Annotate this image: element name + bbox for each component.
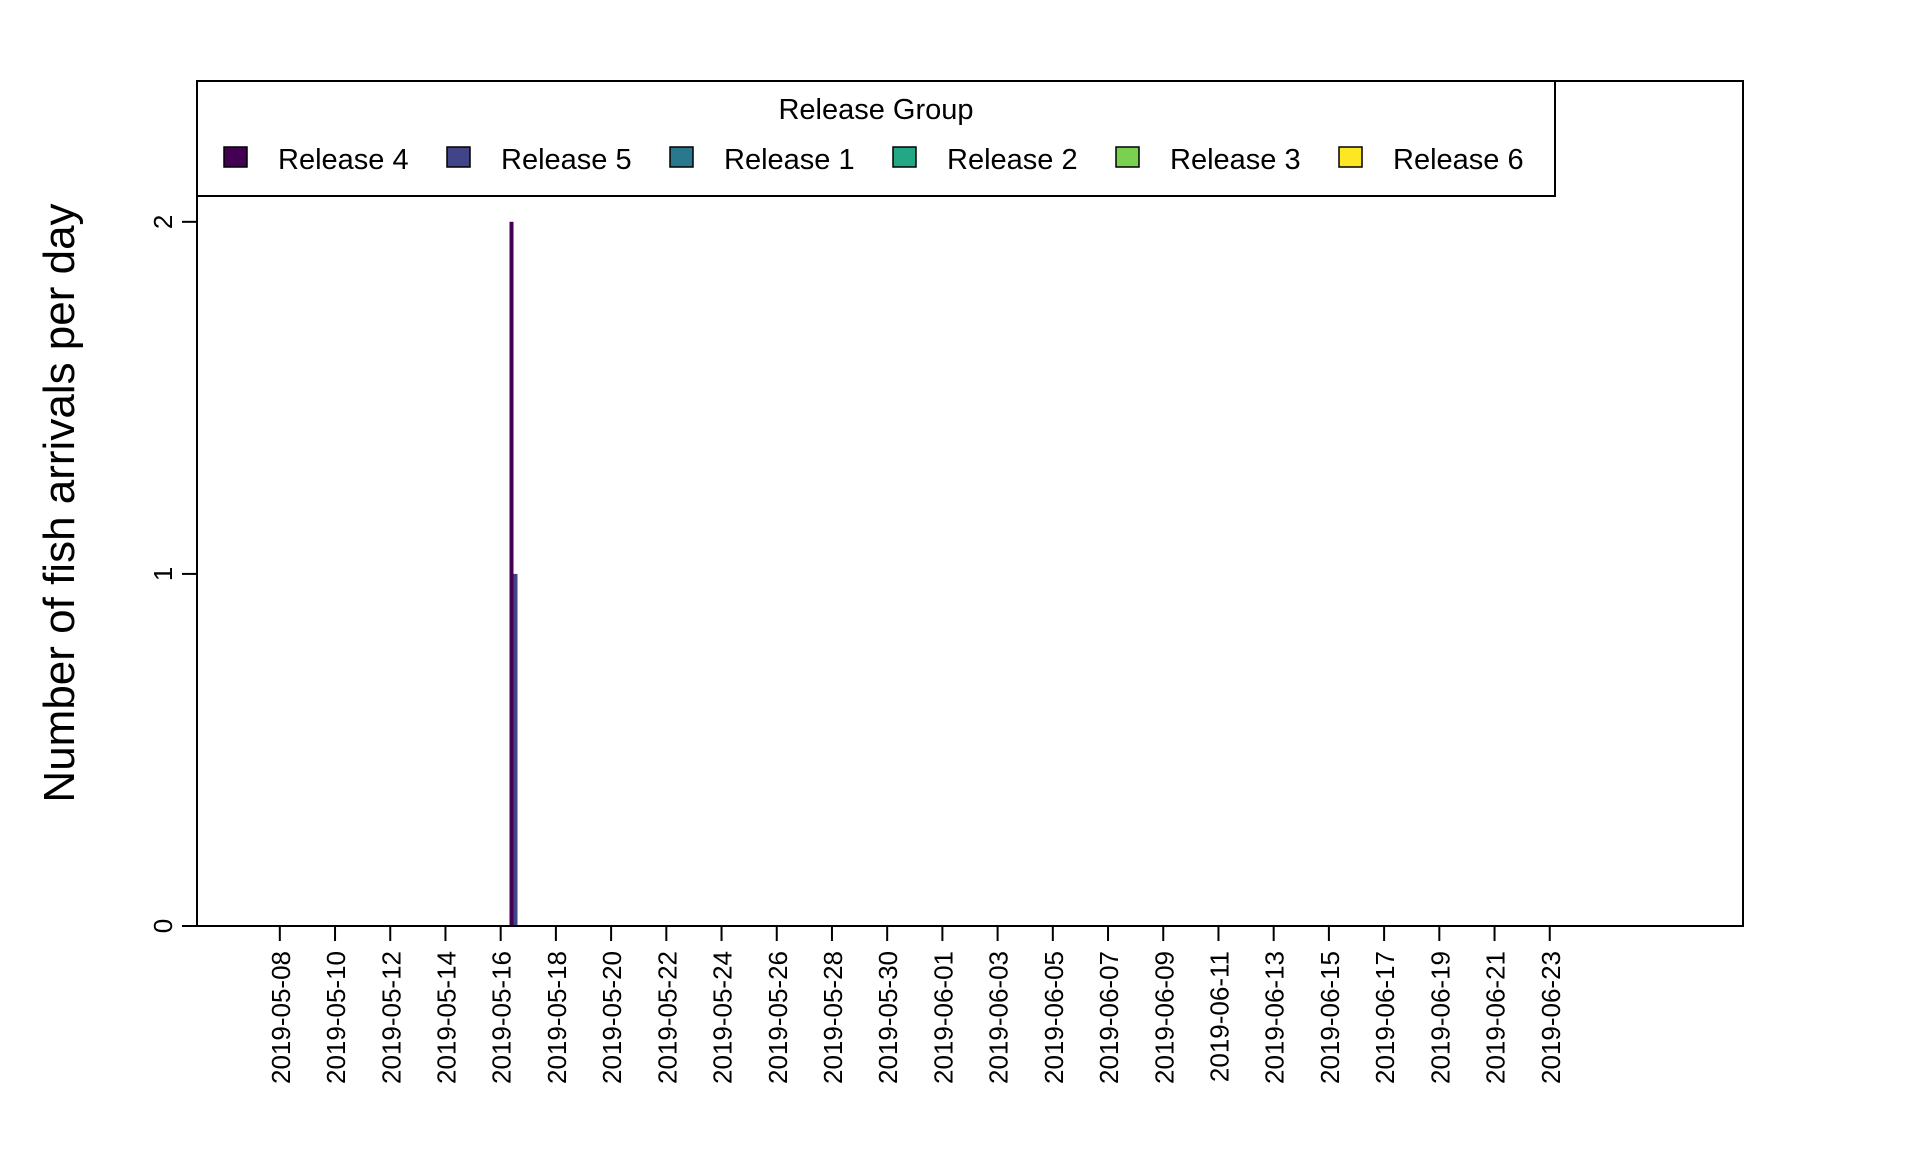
legend-swatch xyxy=(669,146,694,168)
y-axis: 0 1 2 xyxy=(148,215,198,933)
x-tick-label: 2019-05-10 xyxy=(321,951,351,1084)
x-tick-label: 2019-06-07 xyxy=(1094,951,1124,1084)
y-tick-label: 1 xyxy=(148,567,178,581)
x-tick-label: 2019-06-11 xyxy=(1204,951,1234,1082)
x-tick-label: 2019-06-17 xyxy=(1370,951,1400,1084)
x-tick-label: 2019-06-05 xyxy=(1039,951,1069,1084)
x-tick-label: 2019-06-13 xyxy=(1260,951,1290,1084)
plot-frame xyxy=(196,80,1744,927)
legend-label: Release 6 xyxy=(1393,144,1524,176)
y-tick-label: 0 xyxy=(148,919,178,933)
x-tick-label: 2019-06-19 xyxy=(1425,951,1455,1084)
legend: Release Group Release 4 Release 5 Release … xyxy=(196,80,1556,197)
x-axis: 2019-05-08 2019-05-10 2019-05-12 2019-05-14… xyxy=(266,925,1566,1084)
legend-box xyxy=(196,80,1556,197)
x-tick-label: 2019-05-18 xyxy=(542,951,572,1084)
x-tick-label: 2019-06-03 xyxy=(984,951,1014,1084)
legend-label: Release 3 xyxy=(1170,144,1301,176)
bars-layer xyxy=(509,221,518,927)
y-tick-label: 2 xyxy=(148,215,178,229)
legend-swatch xyxy=(446,146,471,168)
x-tick-label: 2019-05-24 xyxy=(708,951,738,1084)
bar-release-4 xyxy=(509,221,514,927)
y-axis-label: Number of fish arrivals per day xyxy=(35,203,84,802)
legend-swatch xyxy=(1338,146,1363,168)
x-tick-label: 2019-06-23 xyxy=(1536,951,1566,1084)
bar-release-5 xyxy=(513,573,518,926)
x-tick-label: 2019-05-28 xyxy=(818,951,848,1084)
x-tick-label: 2019-05-20 xyxy=(597,951,627,1084)
x-tick-label: 2019-05-14 xyxy=(431,951,461,1084)
legend-label: Release 2 xyxy=(947,144,1078,176)
x-tick-label: 2019-05-12 xyxy=(376,951,406,1084)
x-tick-label: 2019-06-09 xyxy=(1149,951,1179,1084)
x-tick-label: 2019-05-30 xyxy=(873,951,903,1084)
x-tick-label: 2019-06-01 xyxy=(928,951,958,1084)
x-tick-label: 2019-06-15 xyxy=(1315,951,1345,1084)
x-tick-label: 2019-05-08 xyxy=(266,951,296,1084)
legend-label: Release 5 xyxy=(501,144,632,176)
x-tick-label: 2019-05-26 xyxy=(763,951,793,1084)
legend-swatch xyxy=(1115,146,1140,168)
x-tick-label: 2019-06-21 xyxy=(1481,951,1511,1084)
legend-swatch xyxy=(892,146,917,168)
legend-swatch xyxy=(223,146,248,168)
legend-items: Release 4 Release 5 Release 1 Release 2 Rele… xyxy=(223,144,1524,176)
x-tick-label: 2019-05-16 xyxy=(487,951,517,1084)
legend-label: Release 1 xyxy=(724,144,855,176)
x-tick-label: 2019-05-22 xyxy=(652,951,682,1084)
legend-label: Release 4 xyxy=(278,144,409,176)
legend-title: Release Group xyxy=(778,94,973,126)
